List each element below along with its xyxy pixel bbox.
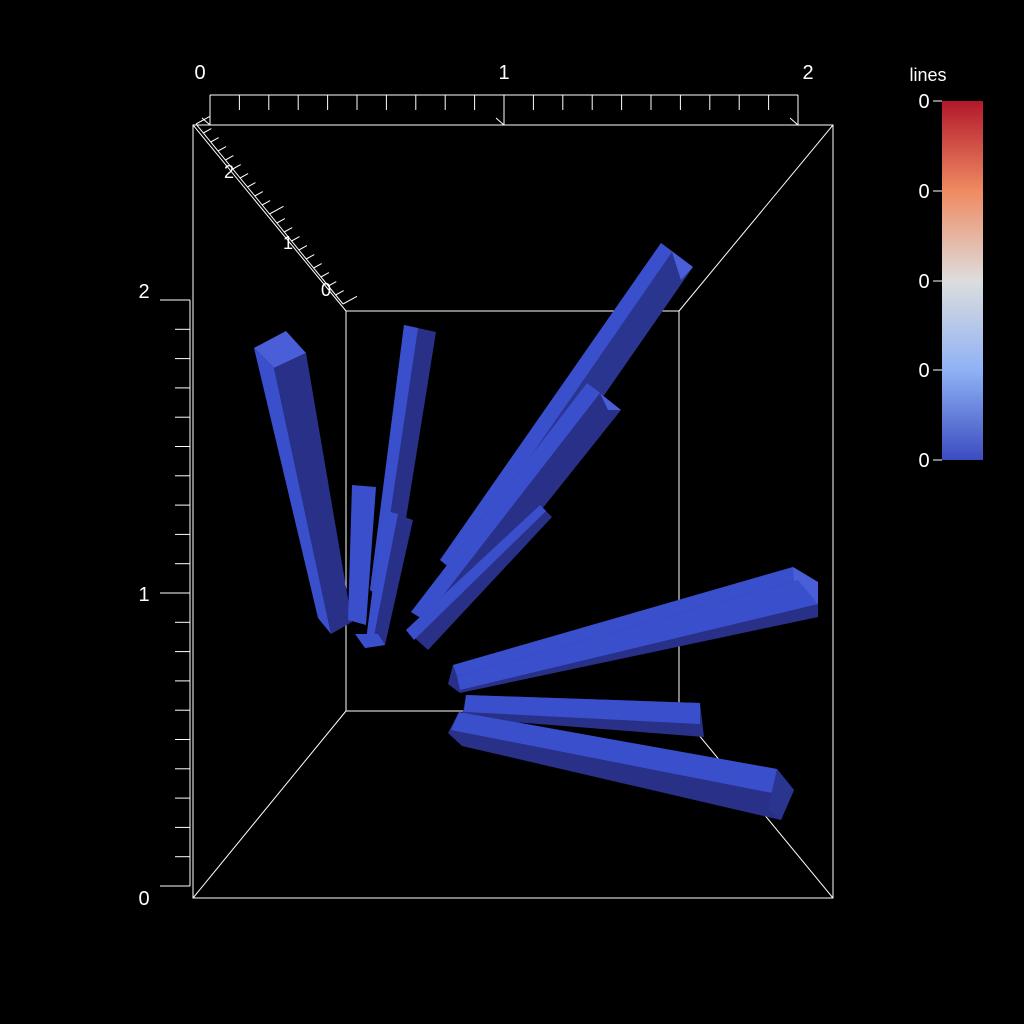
colorbar-title: lines [909,65,946,85]
x-tick-label-2: 2 [802,62,813,84]
x-axis-minor-ticks [201,95,799,126]
axis-tick [203,128,212,134]
tube-cap [768,769,794,820]
tube [406,505,552,650]
tube-side-dark [406,505,552,650]
axis-tick [261,200,271,206]
axis-tick [201,117,211,126]
tube-side-dark [411,383,621,632]
tube [411,383,621,632]
axis-tick [313,263,322,269]
tube [254,331,352,634]
axis-tick [495,117,505,126]
tube-cap [661,243,693,280]
z-tick-label-2: 2 [224,162,234,182]
x-tick-label-0: 0 [194,62,205,84]
tube-layer [254,243,818,820]
tube-side-light [451,712,777,793]
tube [348,485,413,648]
box-edge-tl [192,124,347,312]
axis-tick [210,137,219,143]
colorbar-gradient [942,101,983,460]
tube-side-light [411,383,600,620]
tube-side-light [406,505,546,640]
axis-tick [328,281,337,287]
colorbar-tick-label: 0 [918,181,929,203]
tube-side-dark [274,353,352,634]
colorbar: lines 0 0 0 0 0 [909,65,983,472]
axis-tick [298,245,308,251]
tube-side-light [254,348,331,634]
box-edge-bl [192,710,347,899]
axis-tick [217,146,227,152]
tube-side-light [348,485,376,625]
box-front-face [192,124,834,899]
colorbar-tick-label: 0 [918,360,929,382]
box-edge-tr [678,124,834,312]
z-tick-label-0: 0 [321,280,331,300]
axis-tick [254,191,264,197]
tube-side-light [365,510,398,648]
colorbar-tick-label: 0 [918,450,929,472]
colorbar-tick-label: 0 [918,271,929,293]
y-axis-minor-ticks [160,299,190,887]
x-tick-label-1: 1 [498,62,509,84]
axis-tick [283,227,293,233]
tube [448,712,794,820]
tube-cap [587,383,621,410]
y-tick-label-2: 2 [138,281,149,303]
z-axis-minor-ticks [195,115,358,305]
y-axis: 2 1 0 [138,281,191,910]
tube-side-light [464,695,700,724]
tube [448,567,818,693]
colorbar-tick-label: 0 [918,91,929,113]
tube-side-light [440,243,672,570]
tube [462,695,704,737]
axis-tick [789,117,799,126]
axis-tick [269,205,284,215]
axis-tick [306,254,315,260]
axis-tick [225,155,234,161]
axis-tick [335,290,344,296]
axis-tick [320,272,330,278]
x-axis: 0 1 2 [194,62,814,126]
y-tick-label-0: 0 [138,888,149,910]
axis-tick [232,164,241,170]
axis-tick [276,218,286,224]
tube-face [457,580,818,690]
z-tick-label-1: 1 [283,233,293,253]
z-axis: 2 1 0 [195,115,358,305]
axis-tick [342,295,358,305]
axis-tick [239,173,249,179]
axis-tick [291,236,300,242]
tube-cap [355,634,385,648]
tube-cap [254,331,306,368]
axis-tick [247,182,256,188]
axis-tick [195,115,211,125]
y-tick-label-1: 1 [138,584,149,606]
tube-side-light [453,567,798,676]
